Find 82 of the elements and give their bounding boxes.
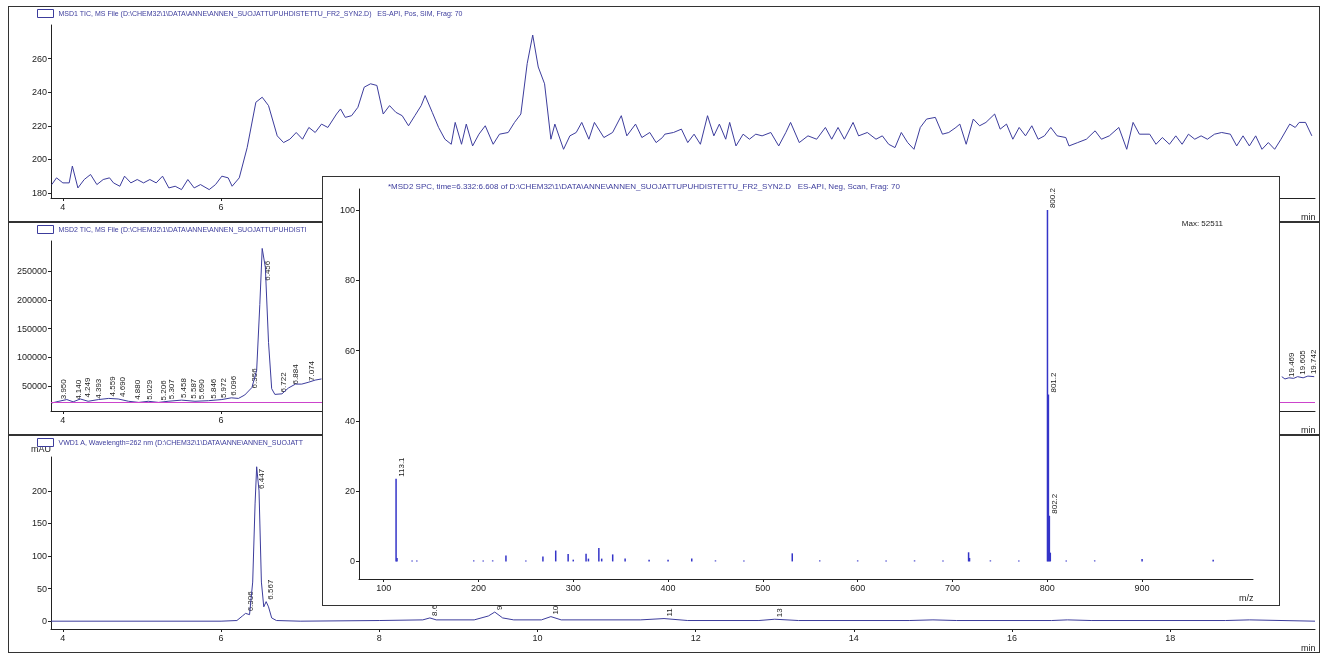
y-tick-label: 100 [31,551,47,562]
y-tick-label: 260 [31,53,47,64]
annotation: 5.307 [166,378,176,400]
x-tick-label: 900 [1134,582,1150,593]
annotation: 5.458 [178,377,188,399]
x-axis-title: min [1301,211,1316,222]
annotation: 802.2 [1049,493,1059,514]
y-tick-label: 20 [344,486,355,497]
annotation: 9 [495,605,505,611]
x-tick-label: 12 [690,632,701,643]
y-tick-label: 200 [31,485,47,496]
y-tick-label: 0 [41,616,47,627]
annotation: 6.884 [291,363,301,385]
annotation: 5.690 [197,378,207,400]
annotation: 19.469 [1286,351,1296,377]
y-tick-label: 40 [344,415,355,426]
x-axis-title: m/z [1239,592,1254,603]
x-tick-label: 200 [470,582,486,593]
annotation: 4.559 [107,375,117,397]
annotation: 801.2 [1048,371,1058,393]
annotation: 3.950 [59,378,69,400]
y-tick-label: 250000 [16,266,47,277]
x-tick-label: 14 [848,632,859,643]
y-tick-label: 150000 [16,323,47,334]
annotation: 10 [551,605,561,615]
annotation: 4.880 [132,379,142,400]
annotation: 7.074 [306,360,316,381]
annotation: 4.690 [117,376,127,397]
annotation: 4.249 [83,376,93,398]
annotation: 6.447 [256,468,266,489]
x-tick-label: 16 [1007,632,1018,643]
x-tick-label: 4 [60,632,66,643]
y-tick-label: 50000 [21,380,47,391]
annotation: 5.972 [219,377,229,399]
annotation: 6.722 [278,371,288,393]
annotation: 19.742 [1308,349,1318,375]
y-tick-label: 150 [31,518,47,529]
annotation: 5.587 [188,378,198,399]
annotation: 13 [775,607,785,618]
annotation: 6.456 [262,260,272,281]
y-tick-label: 180 [31,187,47,198]
annotation: 5.029 [144,379,154,400]
annotation: 6.096 [229,375,239,396]
y-tick-label: 240 [31,87,47,98]
y-tick-label: 200000 [16,294,47,305]
annotation: 5.846 [209,378,219,399]
annotation: 19.605 [1297,349,1307,375]
y-tick-label: 80 [344,275,355,286]
annotation: Max: 52511 [1181,218,1224,228]
x-tick-label: 6 [218,201,224,212]
y-tick-label: 200 [31,154,47,165]
x-axis-title: min [1301,642,1316,653]
x-tick-label: 6 [218,414,224,425]
annotation: 5.206 [158,379,168,401]
x-tick-label: 800 [1039,582,1055,593]
annotation: 6.356 [249,367,259,389]
x-tick-label: 6 [218,632,224,643]
x-tick-label: 10 [532,632,543,643]
y-tick-label: 220 [31,120,47,131]
y-tick-label: 0 [349,556,355,567]
x-tick-label: 600 [850,582,866,593]
annotation: 6.567 [266,579,276,600]
x-axis-title: min [1301,424,1316,435]
annotation: 113.1 [396,456,406,477]
annotation: 4.140 [74,379,84,400]
chart-title: *MSD2 SPC, time=6.332:6.608 of D:\CHEM32\1\DATA\ANNE\ANNEN_SUOJATTUPUHDISTETTU_FR2_SYN2.D ES-API, Neg, Scan, Frag: 70 [388,181,901,191]
x-tick-label: 400 [660,582,676,593]
x-tick-label: 18 [1165,632,1176,643]
x-tick-label: 4 [60,201,66,212]
x-tick-label: 4 [60,414,66,425]
annotation: 4.393 [94,378,104,399]
annotation: 800.2 [1047,187,1057,209]
x-tick-label: 300 [565,582,581,593]
annotation: 6.306 [245,590,255,612]
y-tick-label: 100000 [16,352,47,363]
x-tick-label: 700 [944,582,960,593]
x-tick-label: 500 [755,582,771,593]
annotation: 11 [664,607,674,617]
x-tick-label: 100 [376,582,392,593]
y-tick-label: 60 [344,345,355,356]
y-tick-label: 50 [36,583,47,594]
x-tick-label: 8 [376,632,382,643]
